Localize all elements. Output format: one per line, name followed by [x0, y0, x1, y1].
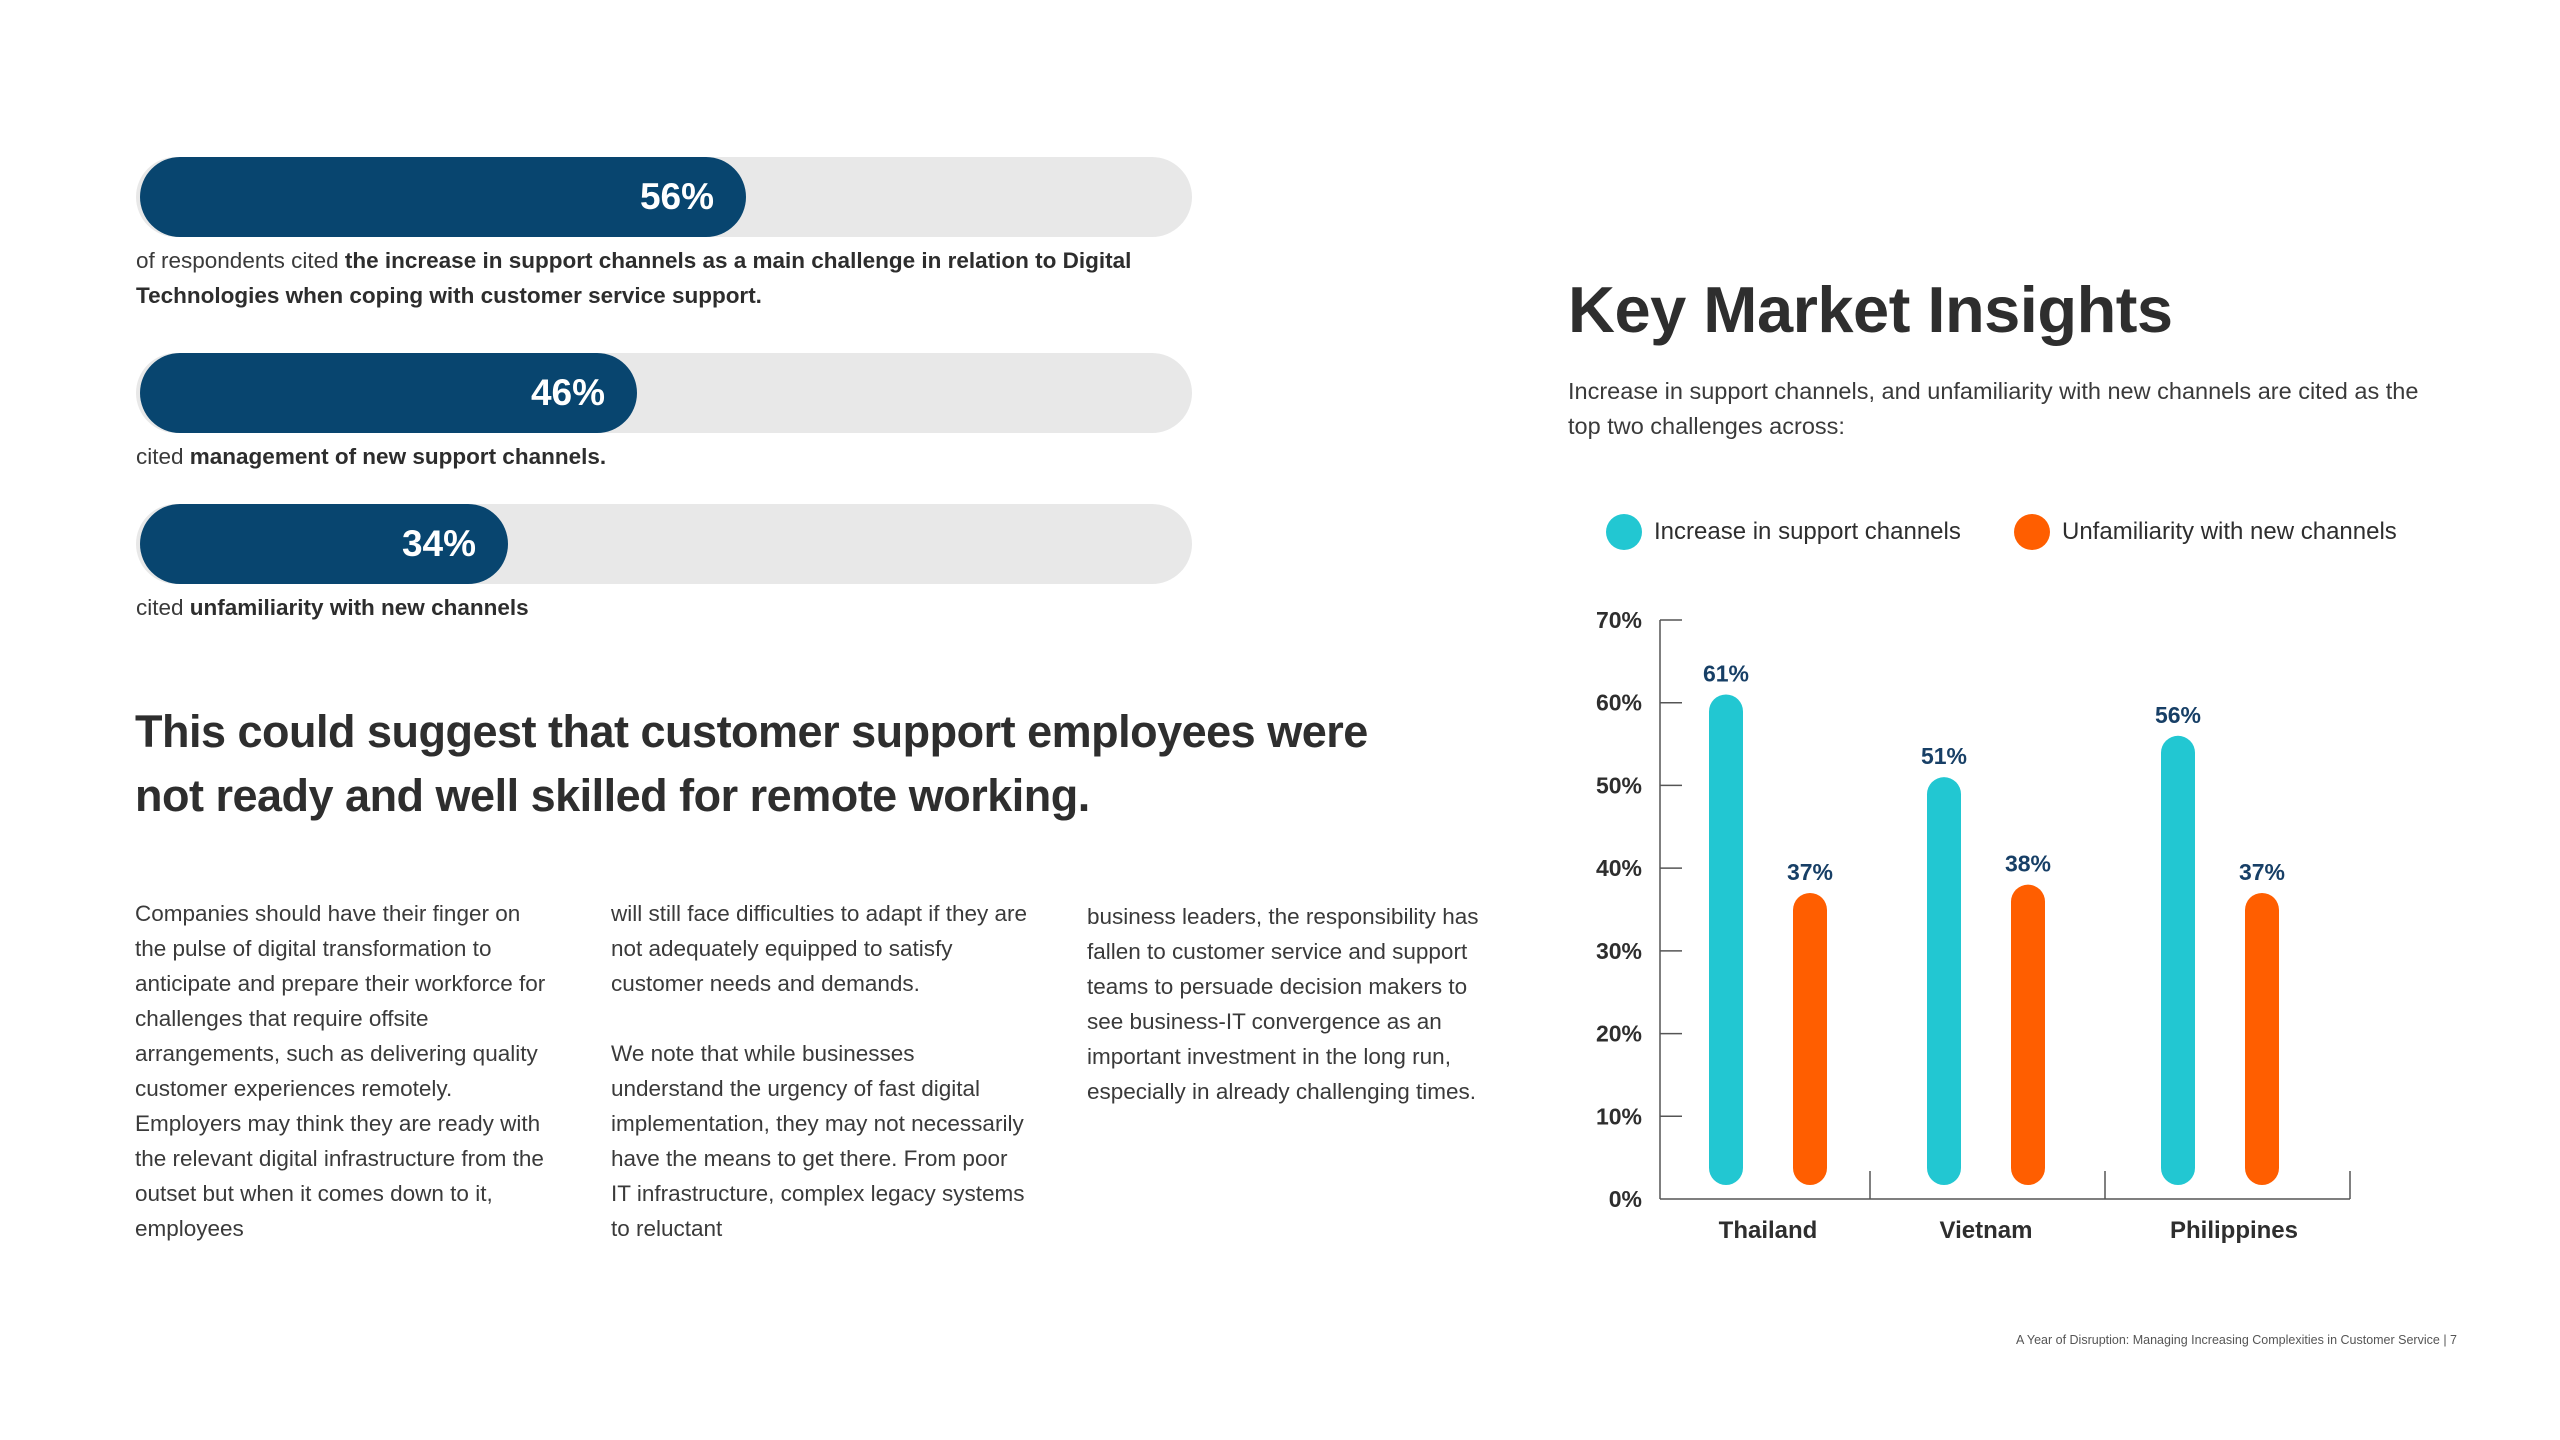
paragraph: will still face difficulties to adapt if… [611, 901, 1028, 996]
data-label: 37% [2239, 859, 2285, 885]
y-tick-label: 50% [1596, 772, 1642, 798]
data-label: 51% [1921, 743, 1967, 769]
y-tick-label: 40% [1596, 855, 1642, 881]
bar-vietnam-unfamiliarity [2011, 884, 2045, 1185]
bar-philippines-increase [2161, 735, 2195, 1185]
paragraph: We note that while businesses understand… [611, 1041, 1025, 1241]
insights-title: Key Market Insights [1568, 273, 2173, 346]
data-label: 61% [1703, 660, 1749, 686]
legend-item-increase: Increase in support channels [1606, 514, 1961, 550]
percent-label: 46% [530, 372, 605, 413]
footer-text: A Year of Disruption: Managing Increasin… [2016, 1333, 2440, 1347]
footer: A Year of Disruption: Managing Increasin… [2016, 1333, 2457, 1347]
y-tick-label: 60% [1596, 690, 1642, 716]
bar-philippines-unfamiliarity [2245, 892, 2279, 1185]
orange-dot-icon [2014, 514, 2050, 550]
stat-2: 46% cited management of new support chan… [136, 353, 1192, 469]
y-tick-label: 20% [1596, 1021, 1642, 1047]
bar-vietnam-increase [1927, 777, 1961, 1185]
data-label: 38% [2005, 851, 2051, 877]
stat-caption: of respondents cited the increase in sup… [136, 248, 1132, 308]
progress-track: 56% [136, 157, 1192, 237]
body-column-3: business leaders, the responsibility has… [1087, 899, 1507, 1144]
percent-label: 34% [401, 523, 476, 564]
bar-thailand-increase [1709, 694, 1743, 1185]
y-tick-label: 10% [1596, 1103, 1642, 1129]
paragraph: business leaders, the responsibility has… [1087, 904, 1479, 1104]
stat-caption: cited management of new support channels… [136, 444, 607, 469]
y-tick-label: 0% [1609, 1186, 1642, 1212]
progress-fill: 56% [140, 157, 746, 237]
stat-caption: cited unfamiliarity with new channels [136, 595, 529, 620]
insights-subtitle: Increase in support channels, and unfami… [1568, 378, 2419, 439]
y-tick-label: 70% [1596, 607, 1642, 633]
stat-3: 34% cited unfamiliarity with new channel… [136, 504, 1192, 620]
progress-track: 46% [136, 353, 1192, 433]
paragraph: Companies should have their finger on th… [135, 901, 546, 1241]
teal-dot-icon [1606, 514, 1642, 550]
data-label: 37% [1787, 859, 1833, 885]
footer-separator: | [2443, 1333, 2451, 1347]
legend-item-unfamiliarity: Unfamiliarity with new channels [2014, 514, 2397, 550]
data-label: 56% [2155, 702, 2201, 728]
progress-track: 34% [136, 504, 1192, 584]
x-tick-label: Vietnam [1940, 1217, 2033, 1244]
percent-label: 56% [639, 176, 714, 217]
stat-1: 56% of respondents cited the increase in… [136, 157, 1192, 308]
progress-fill: 46% [140, 353, 637, 433]
bar-thailand-unfamiliarity [1793, 892, 1827, 1185]
headline: This could suggest that customer support… [135, 706, 1368, 821]
legend-label: Unfamiliarity with new channels [2062, 518, 2397, 545]
x-tick-label: Philippines [2170, 1217, 2298, 1244]
body-column-1: Companies should have their finger on th… [135, 896, 555, 1281]
y-tick-label: 30% [1596, 938, 1642, 964]
page-number: 7 [2450, 1333, 2457, 1347]
progress-fill: 34% [140, 504, 508, 584]
legend-label: Increase in support channels [1654, 518, 1961, 545]
x-tick-label: Thailand [1719, 1217, 1818, 1244]
body-column-2: will still face difficulties to adapt if… [611, 896, 1031, 1281]
